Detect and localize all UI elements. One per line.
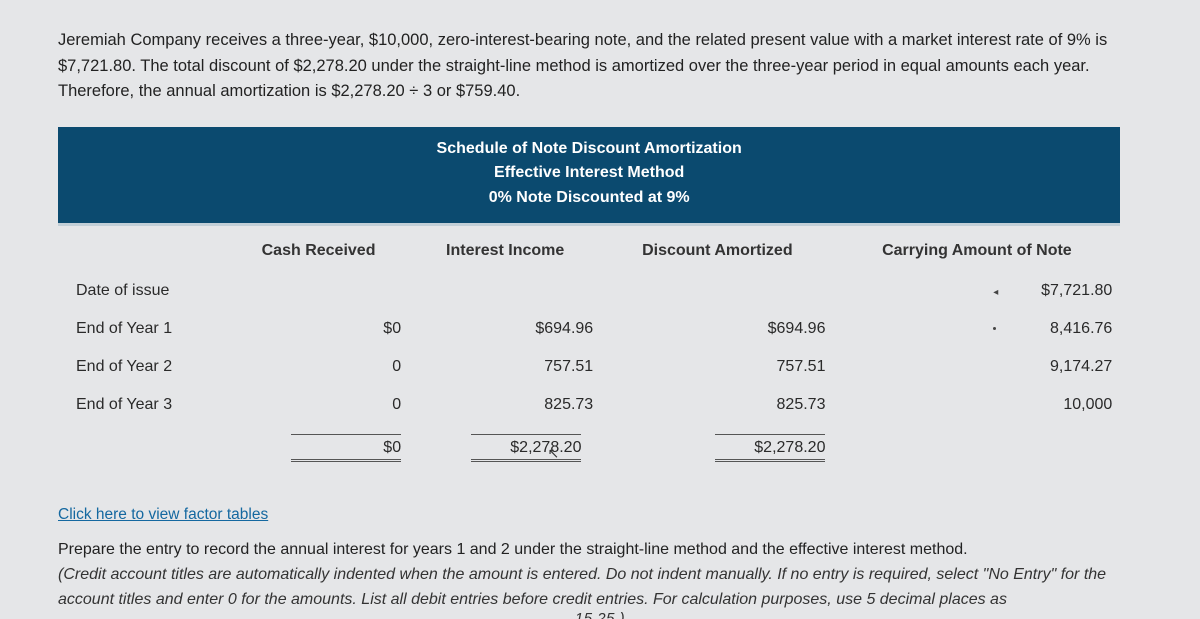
intro-paragraph: Jeremiah Company receives a three-year, …	[58, 28, 1142, 105]
total-discount: $2,278.20	[601, 424, 833, 472]
cell-carrying: 9,174.27	[833, 348, 1120, 386]
row-label: End of Year 2	[58, 348, 228, 386]
row-label: Date of issue	[58, 272, 228, 310]
cell-interest: 757.51	[409, 348, 601, 386]
table-row: Date of issue ◂$7,721.80	[58, 272, 1120, 310]
table-row: End of Year 2 0 757.51 757.51 9,174.27	[58, 348, 1120, 386]
amortization-table-region: Schedule of Note Discount Amortization E…	[58, 127, 1120, 472]
caret-icon: ◂	[993, 287, 998, 298]
instructions-block: Prepare the entry to record the annual i…	[58, 538, 1142, 612]
cell-interest: 825.73	[409, 386, 601, 424]
cell-interest	[409, 272, 601, 310]
cell-cash: 0	[228, 386, 409, 424]
table-title-banner: Schedule of Note Discount Amortization E…	[58, 127, 1120, 226]
table-title-line2: Effective Interest Method	[58, 161, 1120, 186]
col-carrying-amount: Carrying Amount of Note	[833, 226, 1120, 272]
table-title-line1: Schedule of Note Discount Amortization	[58, 137, 1120, 162]
cell-cash	[228, 272, 409, 310]
view-factor-tables-link[interactable]: Click here to view factor tables	[58, 506, 268, 524]
col-interest-income: Interest Income	[409, 226, 601, 272]
col-cash-received: Cash Received	[228, 226, 409, 272]
table-row: End of Year 1 $0 $694.96 $694.96 8,416.7…	[58, 310, 1120, 348]
cell-interest: $694.96	[409, 310, 601, 348]
cell-discount: $694.96	[601, 310, 833, 348]
col-discount-amortized: Discount Amortized	[601, 226, 833, 272]
total-cash: $0	[228, 424, 409, 472]
cell-carrying: ◂$7,721.80	[833, 272, 1120, 310]
col-blank	[58, 226, 228, 272]
instructions-italic: (Credit account titles are automatically…	[58, 566, 1106, 608]
totals-row: $0 $2,278.20↖ $2,278.20	[58, 424, 1120, 472]
total-carrying	[833, 424, 1120, 472]
cell-cash: 0	[228, 348, 409, 386]
cell-cash: $0	[228, 310, 409, 348]
column-header-row: Cash Received Interest Income Discount A…	[58, 226, 1120, 272]
amortization-table: Cash Received Interest Income Discount A…	[58, 226, 1120, 472]
dot-icon	[993, 327, 996, 330]
cursor-icon: ↖	[547, 445, 559, 461]
table-title-line3: 0% Note Discounted at 9%	[58, 186, 1120, 211]
total-interest: $2,278.20↖	[409, 424, 601, 472]
cell-carrying: 10,000	[833, 386, 1120, 424]
table-row: End of Year 3 0 825.73 825.73 10,000	[58, 386, 1120, 424]
cell-discount: 757.51	[601, 348, 833, 386]
cell-discount	[601, 272, 833, 310]
cell-discount: 825.73	[601, 386, 833, 424]
row-label	[58, 424, 228, 472]
row-label: End of Year 1	[58, 310, 228, 348]
row-label: End of Year 3	[58, 386, 228, 424]
instructions-lead: Prepare the entry to record the annual i…	[58, 541, 968, 558]
cell-carrying: 8,416.76	[833, 310, 1120, 348]
